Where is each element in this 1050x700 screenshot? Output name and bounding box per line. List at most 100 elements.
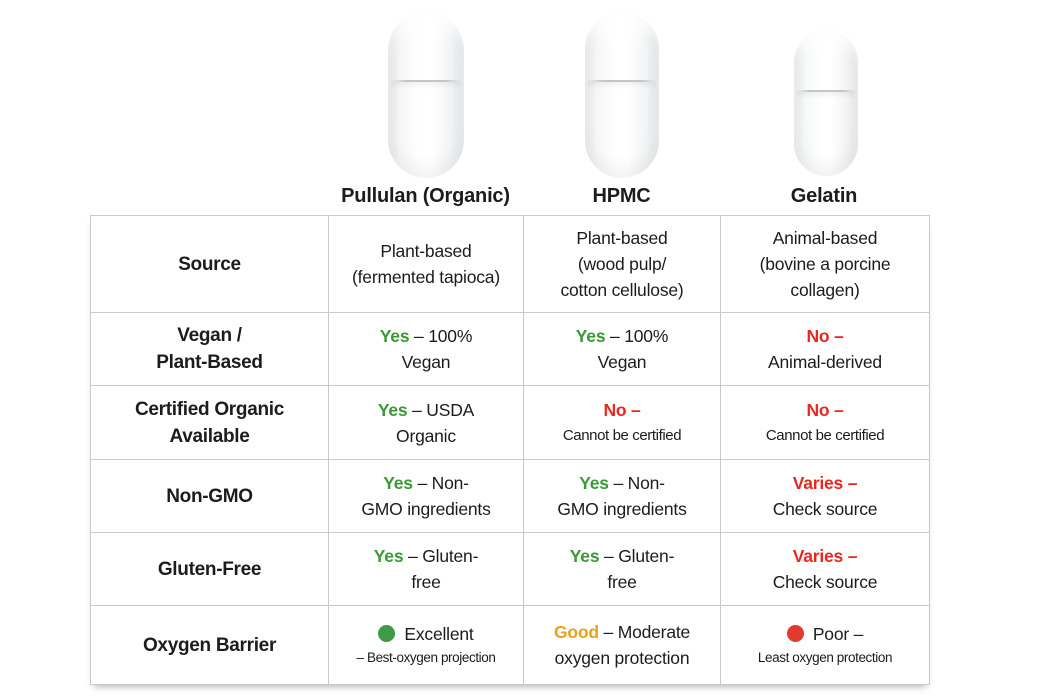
row-label-oxygen-barrier: Oxygen Barrier (91, 606, 329, 684)
cell-text: Yes – 100% (335, 323, 517, 349)
cell-gluten-hpmc: Yes – Gluten- free (524, 533, 721, 606)
cell-source-pullulan: Plant-based (fermented tapioca) (329, 216, 524, 313)
cell-text: Animal-based (772, 228, 878, 248)
cell-text: Excellent (335, 621, 517, 647)
cell-nongmo-pullulan: Yes – Non- GMO ingredients (329, 460, 524, 533)
row-label-text: Non-GMO (166, 485, 253, 507)
hpmc-capsule-icon (585, 12, 659, 178)
cell-text: Vegan (597, 352, 647, 372)
gelatin-capsule-icon (794, 30, 858, 176)
cell-text: Poor – (727, 621, 923, 647)
comparison-table: Source Plant-based (fermented tapioca) P… (90, 215, 930, 685)
cell-vegan-pullulan: Yes – 100% Vegan (329, 313, 524, 386)
cell-text: Yes – Non- (530, 470, 714, 496)
row-label-text: Certified Organic (134, 398, 285, 420)
cell-text: – Best-oxygen projection (356, 650, 496, 665)
cell-text: – Gluten- (604, 546, 675, 566)
cell-text: Good – Moderate (530, 619, 714, 645)
cell-vegan-gelatin: No – Animal-derived (721, 313, 929, 386)
cell-text: (bovine a porcine (759, 254, 891, 274)
cell-text: Yes – Non- (335, 470, 517, 496)
cell-gluten-pullulan: Yes – Gluten- free (329, 533, 524, 606)
column-header-hpmc: HPMC (592, 185, 651, 207)
pullulan-capsule-icon (388, 12, 464, 178)
status-varies: Varies – (792, 473, 858, 493)
status-yes: Yes (377, 399, 408, 420)
status-varies: Varies – (792, 546, 858, 566)
cell-text: No – (727, 397, 923, 423)
cell-text: – Gluten- (408, 546, 479, 566)
row-label-certified-organic: Certified Organic Available (91, 386, 329, 460)
cell-text: oxygen protection (554, 648, 690, 668)
cell-text: No – (530, 397, 714, 423)
cell-text: Check source (772, 499, 878, 519)
cell-text: Plant-based (380, 241, 472, 261)
cell-text: cotton cellulose) (560, 280, 684, 300)
column-header-pullulan: Pullulan (Organic) (341, 185, 510, 207)
cell-nongmo-gelatin: Varies – Check source (721, 460, 929, 533)
row-label-text: Oxygen Barrier (142, 634, 277, 656)
cell-text: (wood pulp/ (577, 254, 667, 274)
status-no: No – (806, 399, 844, 420)
cell-text: Least oxygen protection (757, 650, 893, 665)
cell-gluten-gelatin: Varies – Check source (721, 533, 929, 606)
row-label-vegan: Vegan / Plant-Based (91, 313, 329, 386)
cell-oxygen-gelatin: Poor – Least oxygen protection (721, 606, 929, 684)
cell-text: Yes – 100% (530, 323, 714, 349)
cell-text: Plant-based (576, 228, 668, 248)
row-label-text: Available (169, 425, 250, 447)
row-label-source: Source (91, 216, 329, 313)
cell-organic-pullulan: Yes – USDA Organic (329, 386, 524, 460)
cell-source-gelatin: Animal-based (bovine a porcine collagen) (721, 216, 929, 313)
row-label-text: Vegan / (177, 325, 242, 346)
cell-organic-hpmc: No – Cannot be certified (524, 386, 721, 460)
cell-oxygen-hpmc: Good – Moderate oxygen protection (524, 606, 721, 684)
status-poor: Poor – (812, 624, 864, 644)
cell-text: Vegan (401, 352, 451, 372)
status-yes: Yes (379, 326, 410, 346)
row-label-text: Plant-Based (156, 352, 263, 373)
red-dot-icon (786, 625, 804, 642)
cell-text: Cannot be certified (765, 426, 885, 444)
status-excellent: Excellent (404, 624, 474, 644)
status-yes: Yes (575, 326, 606, 346)
cell-text: – 100% (414, 326, 473, 346)
cell-text: Yes – Gluten- (530, 543, 714, 569)
cell-organic-gelatin: No – Cannot be certified (721, 386, 929, 460)
status-no: No – (603, 399, 641, 420)
column-header-gelatin: Gelatin (790, 185, 858, 207)
cell-text: Check source (772, 572, 878, 592)
cell-vegan-hpmc: Yes – 100% Vegan (524, 313, 721, 386)
status-no: No – (806, 326, 844, 346)
cell-text: free (411, 572, 441, 592)
cell-text: free (607, 572, 637, 592)
row-label-text: Source (178, 253, 241, 275)
status-yes: Yes (383, 473, 413, 493)
row-label-gluten-free: Gluten-Free (91, 533, 329, 606)
cell-text: Varies – (727, 470, 923, 496)
status-yes: Yes (373, 546, 404, 566)
cell-nongmo-hpmc: Yes – Non- GMO ingredients (524, 460, 721, 533)
status-good: Good (553, 622, 599, 642)
cell-text: No – (727, 323, 923, 349)
row-label-text: Gluten-Free (157, 558, 262, 580)
cell-text: Organic (396, 425, 456, 446)
cell-source-hpmc: Plant-based (wood pulp/ cotton cellulose… (524, 216, 721, 313)
cell-text: – Non- (417, 473, 469, 493)
cell-text: Animal-derived (768, 352, 882, 372)
cell-text: GMO ingredients (557, 499, 687, 519)
cell-oxygen-pullulan: Excellent – Best-oxygen projection (329, 606, 524, 684)
green-dot-icon (378, 625, 396, 642)
cell-text: collagen) (790, 280, 860, 300)
cell-text: – USDA (412, 399, 475, 420)
status-yes: Yes (569, 546, 600, 566)
cell-text: Cannot be certified (562, 426, 682, 444)
cell-text: Varies – (727, 543, 923, 569)
cell-text: – Non- (613, 473, 665, 493)
status-yes: Yes (579, 473, 609, 493)
row-label-non-gmo: Non-GMO (91, 460, 329, 533)
cell-text: (fermented tapioca) (352, 267, 500, 287)
cell-text: GMO ingredients (361, 499, 491, 519)
cell-text: Yes – Gluten- (335, 543, 517, 569)
